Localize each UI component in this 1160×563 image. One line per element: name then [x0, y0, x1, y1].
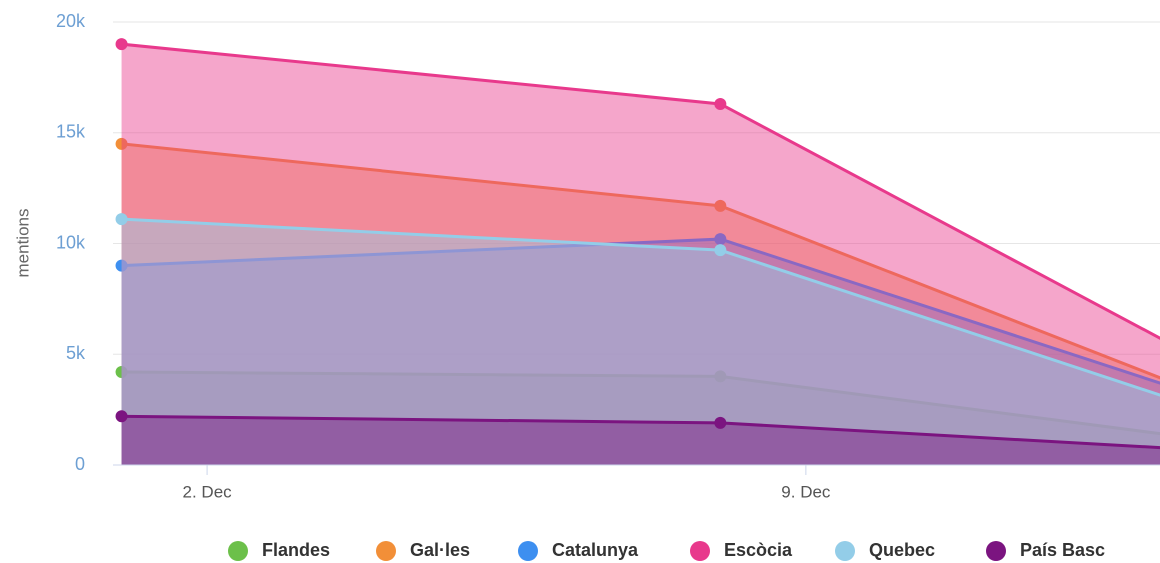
- marker: [115, 410, 128, 423]
- legend-label: Quebec: [869, 540, 935, 560]
- legend-label: Flandes: [262, 540, 330, 560]
- legend-label: Gal·les: [410, 540, 470, 560]
- area: [121, 239, 1160, 465]
- y-tick-label: 20k: [56, 11, 86, 31]
- y-tick-label: 5k: [66, 343, 86, 363]
- marker: [115, 259, 128, 272]
- legend-symbol: [228, 541, 248, 561]
- legend-symbol: [376, 541, 396, 561]
- marker: [714, 199, 727, 212]
- marker: [714, 370, 727, 383]
- legend-symbol: [690, 541, 710, 561]
- area: [121, 219, 1160, 465]
- legend-symbol: [518, 541, 538, 561]
- area: [121, 371, 1160, 465]
- area: [121, 143, 1160, 465]
- marker: [115, 213, 128, 226]
- legend-label: Escòcia: [724, 540, 793, 560]
- y-tick-label: 15k: [56, 122, 86, 142]
- legend-symbol: [986, 541, 1006, 561]
- x-tick-label: 9. Dec: [781, 482, 831, 501]
- marker: [714, 244, 727, 257]
- y-tick-label: 10k: [56, 232, 86, 252]
- marker: [714, 97, 727, 110]
- y-tick-label: 0: [75, 454, 85, 474]
- plot-area: [115, 38, 1160, 465]
- legend-symbol: [835, 541, 855, 561]
- marker: [115, 365, 128, 378]
- marker: [714, 416, 727, 429]
- x-tick-label: 2. Dec: [183, 482, 233, 501]
- marker: [115, 137, 128, 150]
- marker: [115, 38, 128, 51]
- area: [121, 44, 1160, 465]
- legend-label: Catalunya: [552, 540, 639, 560]
- area: [121, 416, 1160, 465]
- y-axis-title: mentions: [13, 209, 32, 278]
- marker: [714, 233, 727, 246]
- legend-label: País Basc: [1020, 540, 1105, 560]
